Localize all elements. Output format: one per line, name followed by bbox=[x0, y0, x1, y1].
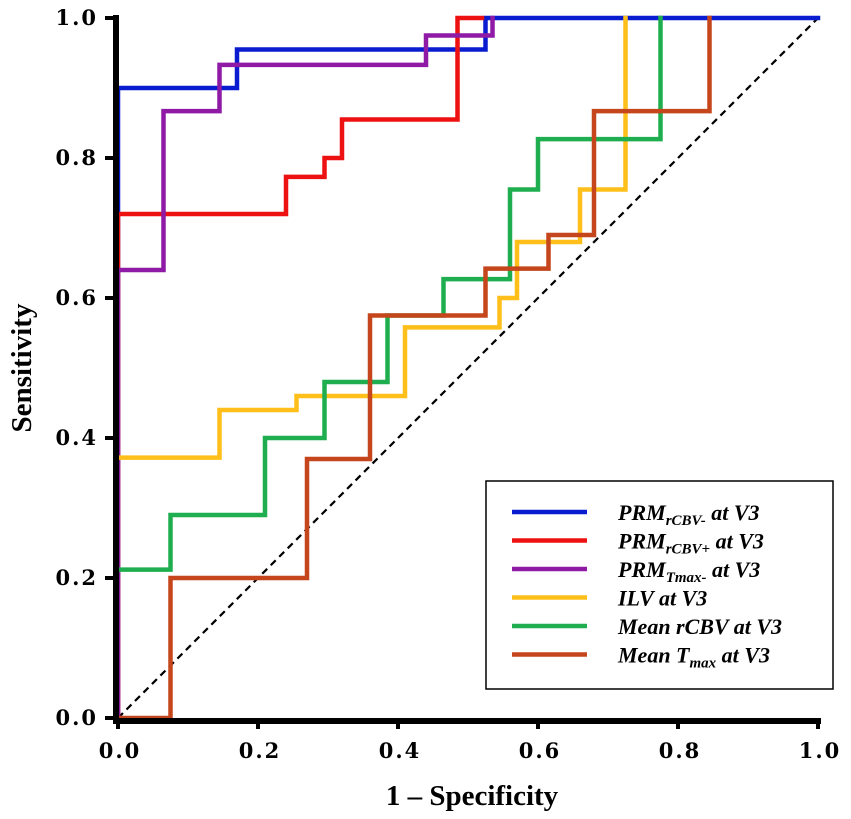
y-axis-title: Sensitivity bbox=[6, 303, 38, 432]
legend-label-1: PRMrCBV- at V3 bbox=[617, 500, 760, 529]
y-tick-label-5: 1.0 bbox=[55, 5, 98, 30]
legend-label-5: Mean rCBV at V3 bbox=[617, 614, 782, 639]
tick-layer: 0.0 0.2 0.4 0.6 0.8 1.0 0.0 0.2 0.4 0.6 0.8 1.0 bbox=[55, 5, 842, 763]
x-tick-label-5: 1.0 bbox=[799, 738, 842, 763]
legend-label-6: Mean Tmax at V3 bbox=[617, 643, 770, 672]
series-layer bbox=[115, 15, 821, 721]
x-tick-label-4: 0.8 bbox=[659, 738, 702, 763]
series-line-6 bbox=[115, 15, 712, 721]
legend-label-4: ILV at V3 bbox=[617, 586, 707, 611]
series-line-4 bbox=[115, 15, 628, 460]
y-tick-label-3: 0.6 bbox=[55, 285, 98, 310]
y-tick-label-1: 0.2 bbox=[55, 565, 98, 590]
x-tick-label-0: 0.0 bbox=[99, 738, 142, 763]
series-line-3 bbox=[115, 15, 495, 721]
y-tick-label-4: 0.8 bbox=[55, 145, 98, 170]
series-line-2 bbox=[115, 15, 485, 721]
x-tick-label-3: 0.6 bbox=[519, 738, 562, 763]
reference-diagonal-line bbox=[117, 17, 819, 719]
legend-label-3: PRMTmax- at V3 bbox=[617, 557, 760, 586]
y-tick-label-0: 0.0 bbox=[55, 705, 98, 730]
y-tick-label-2: 0.4 bbox=[55, 425, 98, 450]
x-tick-label-1: 0.2 bbox=[239, 738, 282, 763]
x-tick-label-2: 0.4 bbox=[379, 738, 422, 763]
reference-layer bbox=[117, 17, 819, 719]
legend-label-2: PRMrCBV+ at V3 bbox=[617, 529, 764, 558]
x-axis-title: 1 – Specificity bbox=[386, 780, 559, 812]
